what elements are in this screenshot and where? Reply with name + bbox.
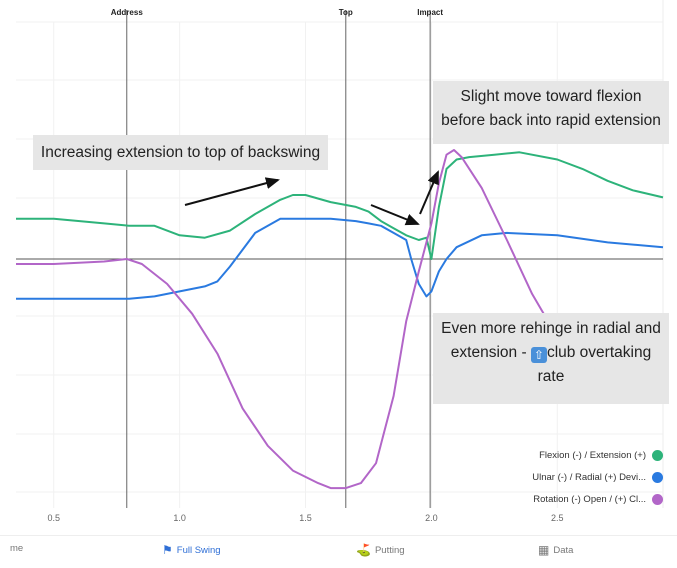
legend-dot-icon [652,471,663,483]
legend-item-flexion[interactable]: Flexion (-) / Extension (+) [532,444,663,466]
legend-label-deviation: Ulnar (-) / Radial (+) Devi... [532,471,646,483]
annotation-flexion: Slight move toward flexion before back i… [433,81,669,144]
chart-legend: Flexion (-) / Extension (+) Ulnar (-) / … [532,444,663,510]
bottom-tab-bar: me ⚑ Full Swing ⛳ Putting ▦ Data [0,535,677,568]
arrow-up-icon: ⇧ [530,347,547,363]
legend-dot-icon [652,449,663,461]
tab-home-label: me [10,543,24,554]
chart-svg: Address Top Impact 0.5 1.0 1.5 2.0 2.5 [16,0,664,523]
data-icon: ▦ [538,543,550,557]
legend-label-rotation: Rotation (-) Open / (+) Cl... [533,493,646,505]
tab-putting-label: Putting [374,544,405,556]
legend-dot-icon [652,493,663,505]
annotation-backswing: Increasing extension to top of backswing [33,135,328,170]
tab-full-swing[interactable]: ⚑ Full Swing [162,543,221,557]
rehinge-line-3: club overtaking [546,344,652,361]
annotation-arrow [370,204,420,226]
legend-label-flexion: Flexion (-) / Extension (+) [539,449,646,461]
event-label: Impact [417,8,443,17]
rehinge-line-2: extension - [450,344,527,361]
x-tick-label: 1.5 [299,513,312,523]
series-line [16,149,571,490]
legend-item-deviation[interactable]: Ulnar (-) / Radial (+) Devi... [532,466,663,488]
golfer-icon: ⚑ [162,543,173,557]
tab-home[interactable]: me [10,543,23,554]
tab-data[interactable]: ▦ Data [538,543,573,557]
x-tick-label: 2.0 [425,513,438,523]
x-tick-label: 0.5 [48,513,61,523]
putting-icon: ⛳ [356,543,371,557]
rehinge-line-1: Even more rehinge in radial and [441,320,661,337]
annotation-rehinge: Even more rehinge in radial and extensio… [433,313,669,404]
x-tick-label: 1.0 [173,513,186,523]
x-tick-label: 2.5 [551,513,564,523]
series-line [16,217,664,300]
annotation-arrow [184,177,280,206]
rehinge-line-4: rate [537,368,565,385]
tab-data-label: Data [553,544,574,556]
event-label: Top [339,8,353,17]
legend-item-rotation[interactable]: Rotation (-) Open / (+) Cl... [532,488,663,510]
series-line [16,151,664,260]
tab-putting[interactable]: ⛳ Putting [356,543,405,557]
annotation-arrow [419,170,439,215]
tab-full-swing-label: Full Swing [176,544,221,556]
swing-chart: Address Top Impact 0.5 1.0 1.5 2.0 2.5 Increasi… [16,0,669,523]
event-label: Address [111,8,144,17]
